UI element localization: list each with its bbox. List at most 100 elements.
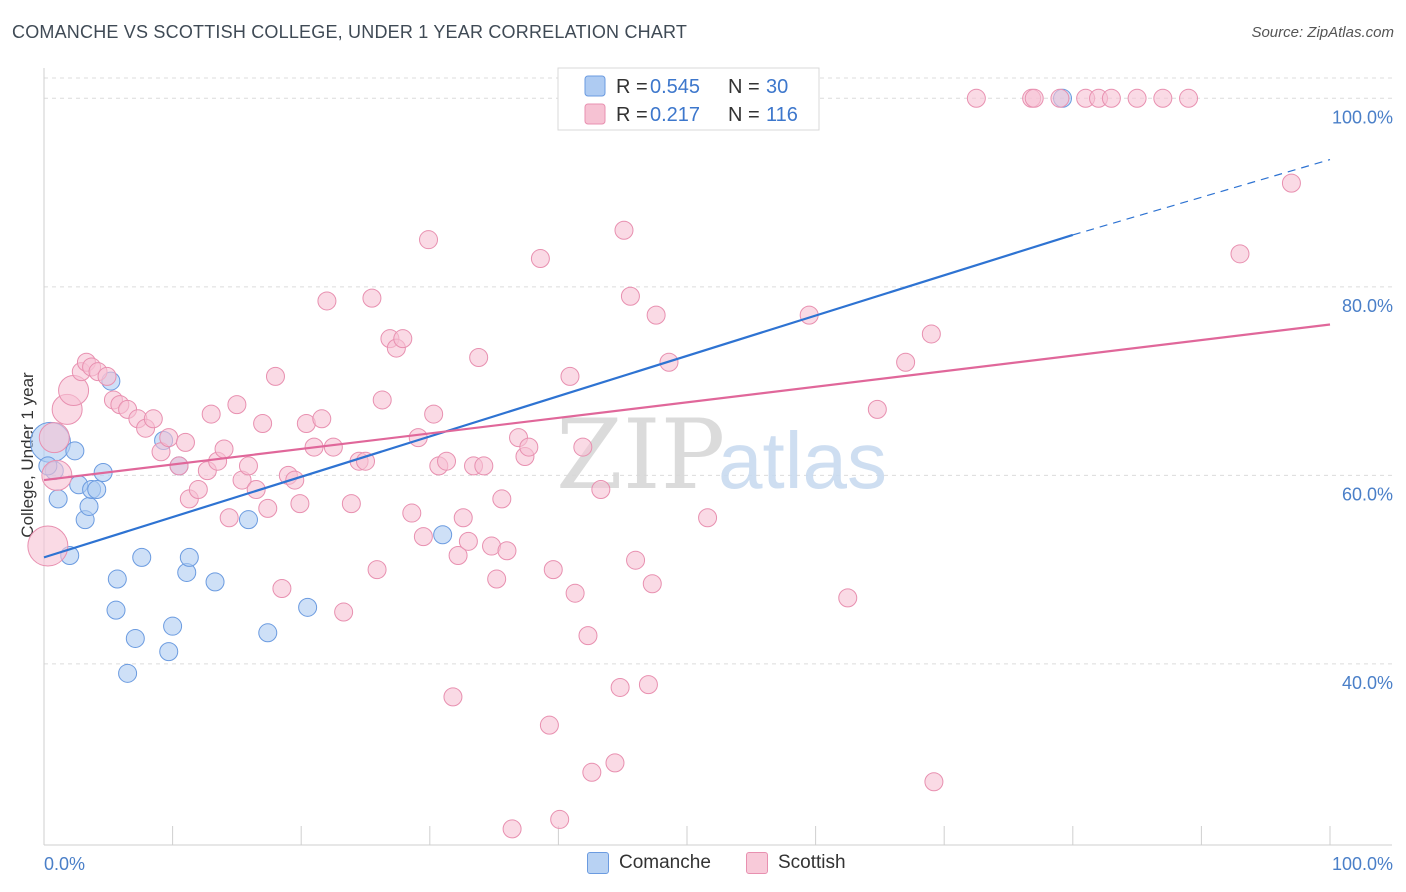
scottish-point-62 (453, 508, 473, 528)
x-tick-label-left: 0.0% (44, 854, 85, 874)
stats-n-value-0: 30 (766, 76, 788, 98)
scottish-point-82 (578, 626, 598, 646)
scottish-point-80 (565, 583, 585, 603)
scottish-point-37 (290, 494, 310, 514)
stats-swatch-1 (584, 103, 606, 125)
stats-swatch-0 (584, 75, 606, 97)
scottish-point-31 (253, 414, 273, 434)
tick-labels: 40.0% 60.0% 80.0% 100.0% 0.0% 100.0% (44, 107, 1393, 874)
scottish-point-78 (543, 560, 563, 580)
scottish-point-44 (341, 494, 361, 514)
comanche-point-9 (87, 479, 107, 499)
scottish-point-0 (27, 525, 69, 567)
comanche-point-4 (65, 441, 85, 461)
stats-n-label-0: N = (728, 76, 760, 98)
scottish-point-26 (219, 508, 239, 528)
scottish-point-70 (497, 541, 517, 561)
scottish-point-88 (620, 286, 640, 306)
scottish-point-90 (638, 675, 658, 695)
chart-title: COMANCHE VS SCOTTISH COLLEGE, UNDER 1 YE… (12, 22, 688, 42)
legend-scottish: Scottish (746, 852, 846, 874)
scottish-point-49 (372, 390, 392, 410)
source-label: Source: ZipAtlas.com (1251, 24, 1394, 41)
scottish-point-75 (530, 249, 550, 269)
scottish-point-9 (97, 366, 117, 386)
comanche-point-23 (205, 572, 225, 592)
comanche-point-27 (433, 525, 453, 545)
y-tick-label-3: 100.0% (1332, 107, 1393, 127)
scottish-point-83 (582, 762, 602, 782)
scottish-point-103 (1024, 88, 1044, 108)
scottish-point-89 (626, 550, 646, 570)
stats-n-label-1: N = (728, 104, 760, 126)
comanche-point-12 (107, 569, 127, 589)
scottish-point-107 (1101, 88, 1121, 108)
scottish-point-110 (1179, 88, 1199, 108)
scottish-point-17 (159, 428, 179, 448)
scottish-point-43 (334, 602, 354, 622)
scottish-point-97 (867, 399, 887, 419)
comanche-trend-line (43, 233, 1074, 559)
scottish-point-85 (605, 753, 625, 773)
comanche-point-26 (298, 597, 318, 617)
scottish-point-29 (238, 456, 258, 476)
comanche-point-22 (179, 547, 199, 567)
scottish-point-65 (469, 348, 489, 368)
scottish-point-96 (838, 588, 858, 608)
scottish-point-71 (502, 819, 522, 839)
scottish-point-41 (317, 291, 337, 311)
scottish-point-52 (393, 329, 413, 349)
scottish-point-42 (323, 437, 343, 457)
scottish-point-46 (356, 451, 375, 471)
legend-scottish-label: Scottish (778, 852, 846, 873)
scottish-point-87 (614, 220, 634, 240)
scottish-point-94 (698, 508, 718, 528)
scottish-point-92 (646, 305, 666, 325)
comanche-trend-extension (1072, 158, 1331, 236)
scottish-point-66 (474, 456, 494, 476)
scottish-point-112 (1281, 173, 1301, 193)
y-tick-label-1: 60.0% (1342, 484, 1393, 504)
scottish-point-34 (272, 578, 292, 598)
scottish-point-74 (519, 437, 539, 457)
scottish-point-68 (487, 569, 507, 589)
watermark-atlas: atlas (718, 416, 887, 505)
scottish-swatch (746, 852, 768, 874)
scottish-point-23 (201, 404, 221, 424)
scottish-point-25 (214, 439, 234, 459)
scottish-point-59 (437, 451, 457, 471)
scottish-point-98 (896, 352, 916, 372)
legend-comanche: Comanche (587, 852, 711, 874)
gridlines (44, 77, 1392, 665)
y-tick-label-2: 80.0% (1342, 296, 1393, 316)
comanche-point-24 (238, 510, 258, 530)
scottish-point-55 (413, 527, 433, 547)
scottish-point-99 (921, 324, 941, 344)
scottish-point-21 (188, 479, 208, 499)
scottish-point-61 (448, 545, 468, 565)
scottish-point-2 (41, 459, 73, 491)
scottish-point-36 (285, 470, 305, 490)
scottish-point-77 (550, 809, 570, 829)
comanche-point-2 (48, 489, 68, 509)
scottish-point-91 (642, 574, 662, 594)
x-tick-label-right: 100.0% (1332, 854, 1393, 874)
trend-lines (43, 158, 1331, 559)
scottish-point-40 (312, 409, 332, 429)
comanche-point-16 (118, 663, 138, 683)
comanche-point-19 (163, 616, 183, 636)
scottish-point-79 (560, 366, 580, 386)
scottish-point-81 (573, 437, 593, 457)
scottish-point-27 (227, 395, 247, 415)
comanche-point-13 (106, 600, 126, 620)
y-tick-label-0: 40.0% (1342, 673, 1393, 693)
stats-n-value-1: 116 (766, 104, 798, 126)
scottish-point-101 (966, 88, 986, 108)
scottish-point-100 (924, 772, 944, 792)
stats-r-label-1: R = (616, 104, 648, 126)
scottish-point-1 (38, 422, 70, 454)
stats-r-value-0: 0.545 (650, 76, 700, 98)
scottish-point-15 (143, 409, 163, 429)
comanche-point-18 (159, 642, 179, 662)
scottish-point-32 (258, 498, 278, 518)
